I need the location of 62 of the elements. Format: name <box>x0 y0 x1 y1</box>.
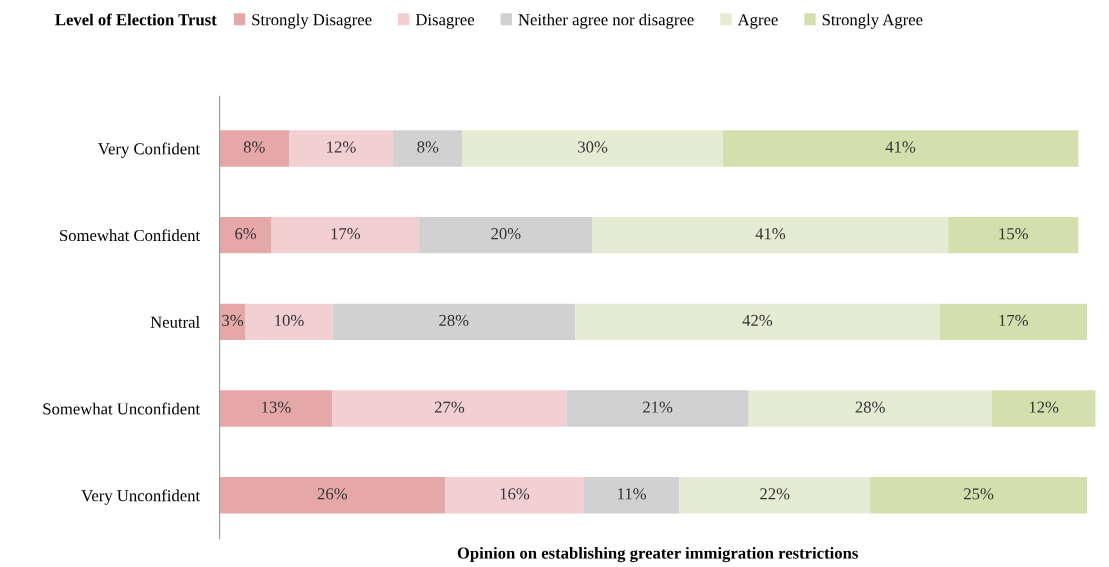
bar <box>419 216 593 254</box>
y-tick-label: Somewhat Unconfident <box>43 402 201 415</box>
legend-label: Agree <box>737 14 778 29</box>
y-tick-label: Somewhat Confident <box>60 229 201 242</box>
data-label: 12% <box>1029 401 1059 413</box>
data-label: 6% <box>235 228 257 240</box>
data-label: 41% <box>755 228 786 240</box>
bar <box>245 303 333 341</box>
bar <box>219 390 333 427</box>
bar <box>722 130 1079 167</box>
bar <box>948 216 1079 254</box>
data-label: 26% <box>317 488 348 500</box>
bar <box>679 477 871 514</box>
data-label: 41% <box>885 141 916 153</box>
legend-label: Neither agree nor disagree <box>518 13 694 29</box>
x-axis-title: Opinion on establishing greater immigration restrictions <box>457 546 858 563</box>
data-label: 11% <box>618 488 647 500</box>
bar <box>393 130 463 167</box>
bar <box>445 477 584 514</box>
bar <box>219 216 272 254</box>
data-label: 15% <box>999 228 1028 240</box>
y-axis-title: Level of Election Trust <box>55 13 217 26</box>
bar <box>566 390 749 427</box>
data-label: 30% <box>578 141 608 153</box>
bar <box>748 390 992 427</box>
bar <box>288 130 394 167</box>
y-tick-label: Neutral <box>150 316 200 328</box>
y-tick-label: Very Unconfident <box>81 489 201 505</box>
data-label: 17% <box>331 228 361 240</box>
data-label: 20% <box>491 228 521 240</box>
data-label: 28% <box>855 401 885 413</box>
data-label: 27% <box>434 401 465 413</box>
data-label: 13% <box>262 401 291 413</box>
data-label: 42% <box>742 314 773 327</box>
bar <box>219 477 446 514</box>
bar <box>592 216 949 254</box>
bar <box>332 303 576 341</box>
y-tick-label: Very Confident <box>98 142 201 158</box>
legend-label: Strongly Disagree <box>252 13 372 29</box>
legend-label: Disagree <box>415 14 475 29</box>
data-label: 10% <box>275 314 304 327</box>
data-label: 17% <box>999 314 1028 327</box>
data-label: 22% <box>760 488 790 500</box>
data-label: 8% <box>243 141 265 153</box>
data-label: 8% <box>417 141 439 153</box>
legend-label: Strongly Agree <box>822 13 923 29</box>
bar <box>583 477 680 514</box>
data-label: 3% <box>222 314 244 327</box>
data-label: 12% <box>327 141 356 153</box>
bar <box>939 303 1088 341</box>
bar <box>219 130 289 167</box>
bar <box>462 130 723 167</box>
data-label: 21% <box>643 401 673 413</box>
bar <box>271 216 420 254</box>
bar <box>219 303 246 341</box>
bar <box>991 390 1096 427</box>
bar <box>332 390 567 427</box>
bar <box>870 477 1088 514</box>
bar <box>575 303 940 341</box>
data-label: 16% <box>500 488 530 500</box>
data-label: 25% <box>964 488 994 500</box>
data-label: 28% <box>439 314 469 327</box>
